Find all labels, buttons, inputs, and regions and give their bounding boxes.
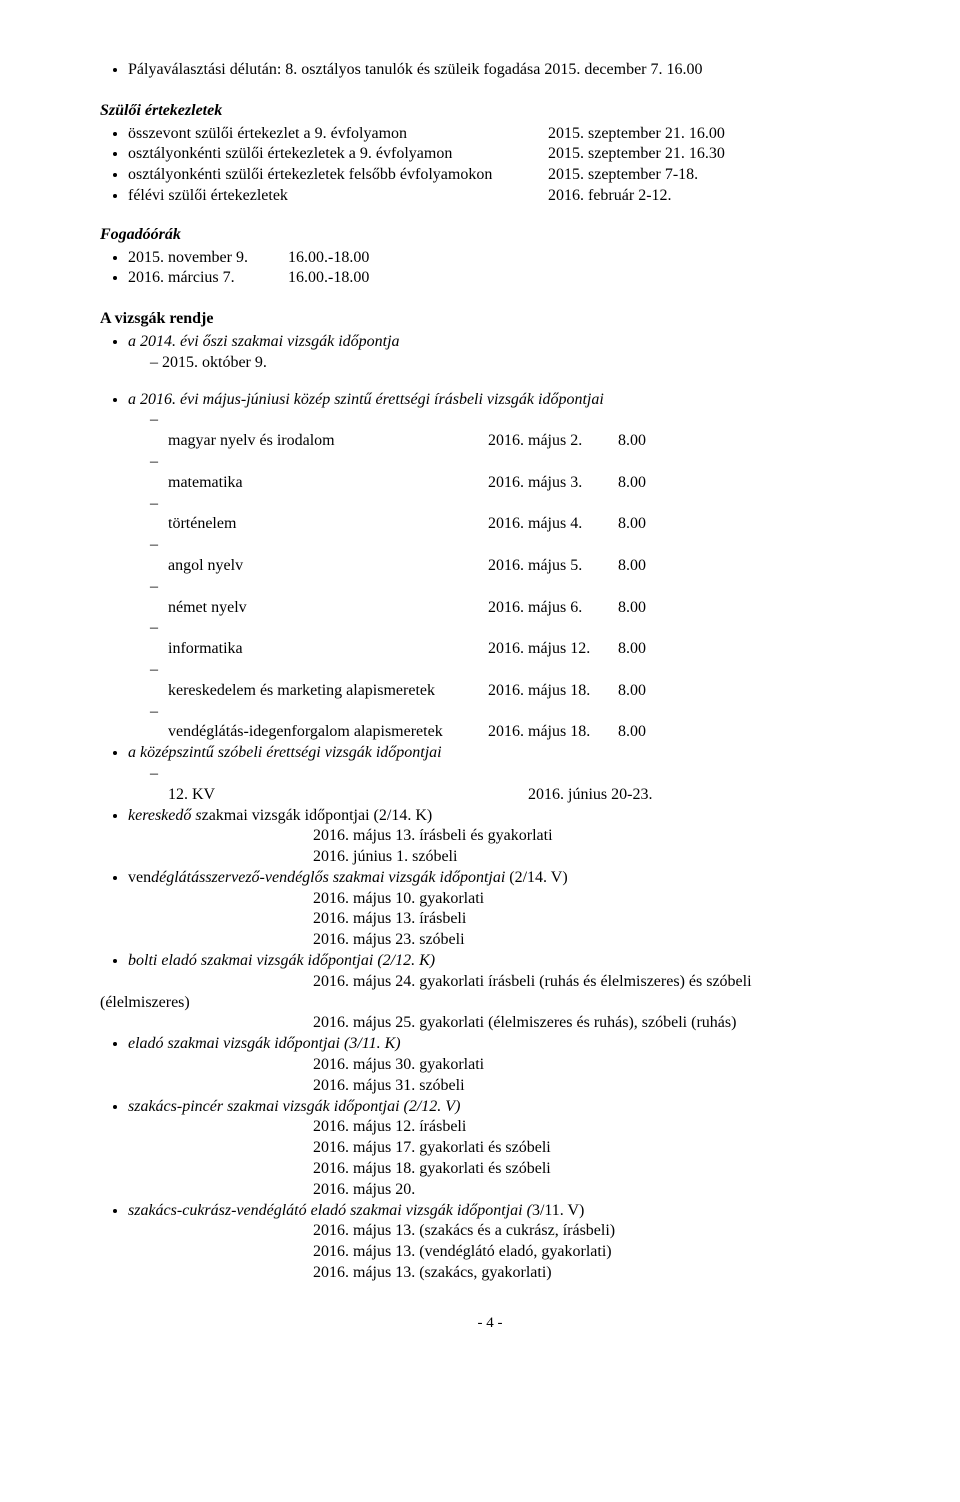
line: 2016. május 13. írásbeli: [313, 909, 880, 930]
elado-intro: eladó szakmai vizsgák időpontjai (3/11. …: [128, 1035, 401, 1052]
szuloi-row: osztályonkénti szülői értekezletek felső…: [128, 165, 880, 186]
irasbeli-row: matematika2016. május 3.8.00: [168, 452, 880, 494]
fogadoorak-list: 2015. november 9.16.00.-18.002016. márci…: [100, 248, 880, 290]
line: 2016. május 13. írásbeli és gyakorlati: [313, 826, 880, 847]
vizsgak-list: a 2014. évi őszi szakmai vizsgák időpont…: [100, 332, 880, 374]
szuloi-title: Szülői értekezletek: [100, 101, 880, 122]
fogado-row: 2015. november 9.16.00.-18.00: [128, 248, 880, 269]
irasbeli-row: vendéglátás-idegenforgalom alapismeretek…: [168, 702, 880, 744]
szobeli-label: 12. KV: [168, 785, 528, 806]
szuloi-row: félévi szülői értekezletek2016. február …: [128, 186, 880, 207]
fogado-row: 2016. március 7.16.00.-18.00: [128, 268, 880, 289]
top-bullet-list: Pályaválasztási délután: 8. osztályos ta…: [100, 60, 880, 81]
line: 2016. május 20.: [313, 1180, 880, 1201]
szakacs-lines: 2016. május 12. írásbeli2016. május 17. …: [128, 1117, 880, 1200]
szuloi-list: összevont szülői értekezlet a 9. évfolya…: [100, 124, 880, 207]
irasbeli-row: kereskedelem és marketing alapismeretek2…: [168, 660, 880, 702]
line: 2016. május 13. (szakács és a cukrász, í…: [313, 1221, 880, 1242]
szuloi-row: osztályonkénti szülői értekezletek a 9. …: [128, 144, 880, 165]
vendeg-item: vendéglátásszervező-vendéglős szakmai vi…: [128, 868, 880, 951]
oszi-date: 2015. október 9.: [168, 353, 880, 374]
vendeg-lines: 2016. május 10. gyakorlati2016. május 13…: [128, 889, 880, 951]
page-footer: - 4 -: [100, 1314, 880, 1334]
irasbeli-sub: magyar nyelv és irodalom2016. május 2.8.…: [128, 410, 880, 743]
szobeli-date: 2016. június 20-23.: [528, 785, 652, 806]
irasbeli-row: német nyelv2016. május 6.8.00: [168, 577, 880, 619]
line: 2016. május 17. gyakorlati és szóbeli: [313, 1138, 880, 1159]
line: 2016. május 23. szóbeli: [313, 930, 880, 951]
szobeli-sub: 12. KV 2016. június 20-23.: [128, 764, 880, 806]
szobeli-item: a középszintű szóbeli érettségi vizsgák …: [128, 743, 880, 805]
vizsgak-title: A vizsgák rendje: [100, 309, 880, 330]
line: 2016. május 30. gyakorlati: [313, 1055, 880, 1076]
keresk-intro-rest: zakmai vizsgák időpontjai (2/14. K): [202, 807, 433, 824]
irasbeli-row: magyar nyelv és irodalom2016. május 2.8.…: [168, 410, 880, 452]
line: 2016. május 31. szóbeli: [313, 1076, 880, 1097]
bolti-paren: (élelmiszeres): [100, 993, 880, 1014]
vendeg-intro: vendéglátásszervező-vendéglős szakmai vi…: [128, 869, 568, 886]
line: 2016. május 12. írásbeli: [313, 1117, 880, 1138]
szobeli-intro: a középszintű szóbeli érettségi vizsgák …: [128, 744, 442, 761]
fogadoorak-title: Fogadóórák: [100, 225, 880, 246]
irasbeli-intro: a 2016. évi május-júniusi közép szintű é…: [128, 391, 604, 408]
top-bullet-item: Pályaválasztási délután: 8. osztályos ta…: [128, 60, 880, 81]
oszi-item: a 2014. évi őszi szakmai vizsgák időpont…: [128, 332, 880, 374]
line: 2016. június 1. szóbeli: [313, 847, 880, 868]
irasbeli-item: a 2016. évi május-júniusi közép szintű é…: [128, 390, 880, 744]
irasbeli-row: történelem2016. május 4.8.00: [168, 494, 880, 536]
irasbeli-list-wrap: a 2016. évi május-júniusi közép szintű é…: [100, 390, 880, 993]
irasbeli-row: angol nyelv2016. május 5.8.00: [168, 535, 880, 577]
szobeli-row: 12. KV 2016. június 20-23.: [168, 764, 880, 806]
bolti-intro: bolti eladó szakmai vizsgák időpontjai (…: [128, 952, 435, 969]
oszi-intro: a 2014. évi őszi szakmai vizsgák időpont…: [128, 333, 400, 350]
keresk-intro: kereskedő szakmai vizsgák időpontjai (2/…: [128, 807, 432, 824]
line: 2016. május 18. gyakorlati és szóbeli: [313, 1159, 880, 1180]
oszi-sub: 2015. október 9.: [128, 353, 880, 374]
elado-lines: 2016. május 30. gyakorlati2016. május 31…: [128, 1055, 880, 1097]
bolti-item: bolti eladó szakmai vizsgák időpontjai (…: [128, 951, 880, 993]
bolti-line2: 2016. május 25. gyakorlati (élelmiszeres…: [100, 1013, 880, 1034]
remaining-list: eladó szakmai vizsgák időpontjai (3/11. …: [100, 1034, 880, 1284]
line: 2016. május 10. gyakorlati: [313, 889, 880, 910]
keresk-item: kereskedő szakmai vizsgák időpontjai (2/…: [128, 806, 880, 868]
cukrasz-lines: 2016. május 13. (szakács és a cukrász, í…: [128, 1221, 880, 1283]
line: 2016. május 13. (vendéglátó eladó, gyako…: [313, 1242, 880, 1263]
line: 2016. május 13. (szakács, gyakorlati): [313, 1263, 880, 1284]
irasbeli-row: informatika2016. május 12.8.00: [168, 618, 880, 660]
cukrasz-intro: szakács-cukrász-vendéglátó eladó szakmai…: [128, 1202, 584, 1219]
cukrasz-item: szakács-cukrász-vendéglátó eladó szakmai…: [128, 1201, 880, 1284]
keresk-lines: 2016. május 13. írásbeli és gyakorlati20…: [128, 826, 880, 868]
bolti-line1: 2016. május 24. gyakorlati írásbeli (ruh…: [128, 972, 880, 993]
szakacs-intro: szakács-pincér szakmai vizsgák időpontja…: [128, 1098, 460, 1115]
szuloi-row: összevont szülői értekezlet a 9. évfolya…: [128, 124, 880, 145]
szakacs-item: szakács-pincér szakmai vizsgák időpontja…: [128, 1097, 880, 1201]
elado-item: eladó szakmai vizsgák időpontjai (3/11. …: [128, 1034, 880, 1096]
